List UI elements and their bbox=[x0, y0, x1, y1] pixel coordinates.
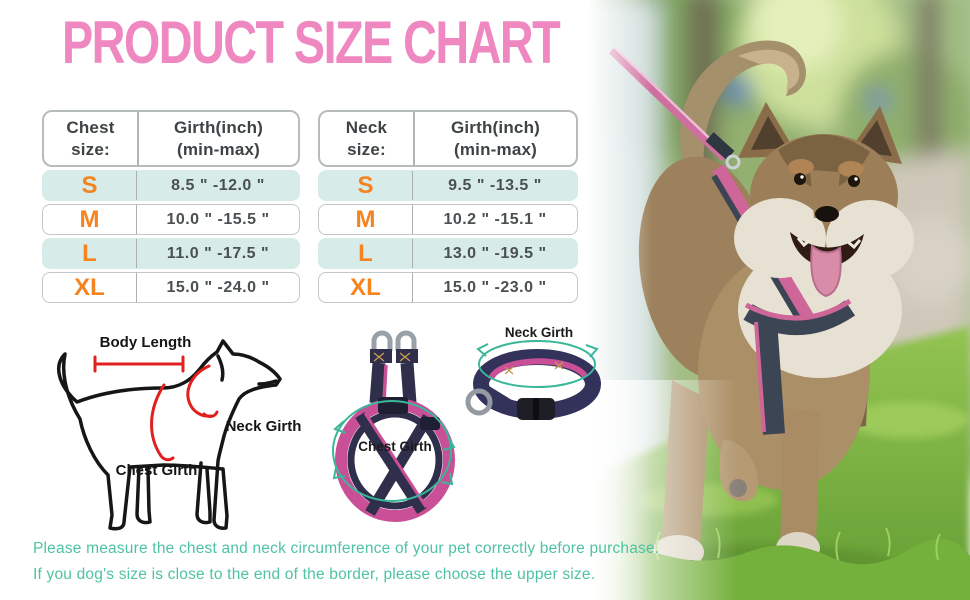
collar-drawing bbox=[465, 340, 601, 420]
dog-figure bbox=[638, 40, 914, 570]
table-row: L 11.0 " -17.5 " bbox=[42, 238, 300, 269]
dog-photo-illustration bbox=[588, 0, 970, 600]
neck-girth-label: Neck Girth bbox=[225, 418, 302, 435]
table-row: M 10.0 " -15.5 " bbox=[42, 204, 300, 235]
table-row: S 9.5 " -13.5 " bbox=[318, 170, 578, 201]
size-cell: S bbox=[43, 171, 137, 200]
table-header: Chest size: Girth(inch) (min-max) bbox=[42, 110, 300, 167]
girth-cell: 8.5 " -12.0 " bbox=[171, 176, 265, 194]
table-row: XL 15.0 " -24.0 " bbox=[42, 272, 300, 303]
header-girth-cell: Girth(inch) (min-max) bbox=[450, 118, 541, 159]
size-cell: S bbox=[319, 171, 413, 200]
girth-cell: 15.0 " -24.0 " bbox=[166, 278, 270, 296]
size-cell: M bbox=[43, 205, 137, 234]
chest-size-table: Chest size: Girth(inch) (min-max) S 8.5 … bbox=[42, 110, 300, 303]
header-size-cell: Neck size: bbox=[320, 112, 415, 165]
neck-size-table: Neck size: Girth(inch) (min-max) S 9.5 "… bbox=[318, 110, 578, 303]
body-length-label: Body Length bbox=[99, 334, 192, 351]
collar-neck-girth-label: Neck Girth bbox=[504, 325, 574, 340]
dog-measurement-diagram: Body Length Neck Girth Chest Girth bbox=[33, 328, 325, 538]
collar-illustration: Neck Girth bbox=[455, 322, 623, 447]
size-cell: L bbox=[319, 239, 413, 268]
harness-drawing bbox=[332, 330, 456, 522]
girth-cell: 10.2 " -15.1 " bbox=[443, 210, 547, 228]
table-row: XL 15.0 " -23.0 " bbox=[318, 272, 578, 303]
measurement-marks bbox=[93, 355, 219, 462]
girth-cell: 9.5 " -13.5 " bbox=[448, 176, 542, 194]
girth-cell: 13.0 " -19.5 " bbox=[443, 244, 547, 262]
size-cell: M bbox=[319, 205, 413, 234]
girth-cell: 10.0 " -15.5 " bbox=[166, 210, 270, 228]
table-row: L 13.0 " -19.5 " bbox=[318, 238, 578, 269]
note-line-2: If you dog's size is close to the end of… bbox=[33, 566, 596, 583]
table-row: M 10.2 " -15.1 " bbox=[318, 204, 578, 235]
table-header: Neck size: Girth(inch) (min-max) bbox=[318, 110, 578, 167]
dog-photo bbox=[588, 0, 970, 600]
chest-girth-label: Chest Girth bbox=[115, 462, 198, 479]
size-cell: XL bbox=[319, 273, 413, 302]
girth-cell: 11.0 " -17.5 " bbox=[166, 244, 270, 262]
harness-illustration: Chest Girth bbox=[330, 325, 480, 545]
page-title: PRODUCT SIZE CHART bbox=[62, 9, 561, 76]
note-line-1: Please measure the chest and neck circum… bbox=[33, 540, 660, 557]
measurement-note: Please measure the chest and neck circum… bbox=[33, 536, 673, 588]
dog-outline-illustration bbox=[57, 339, 282, 531]
size-cell: XL bbox=[43, 273, 137, 302]
size-cell: L bbox=[43, 239, 137, 268]
header-size-cell: Chest size: bbox=[44, 112, 139, 165]
girth-cell: 15.0 " -23.0 " bbox=[443, 278, 547, 296]
table-row: S 8.5 " -12.0 " bbox=[42, 170, 300, 201]
header-girth-cell: Girth(inch) (min-max) bbox=[173, 118, 264, 159]
harness-chest-girth-label: Chest Girth bbox=[358, 439, 432, 454]
